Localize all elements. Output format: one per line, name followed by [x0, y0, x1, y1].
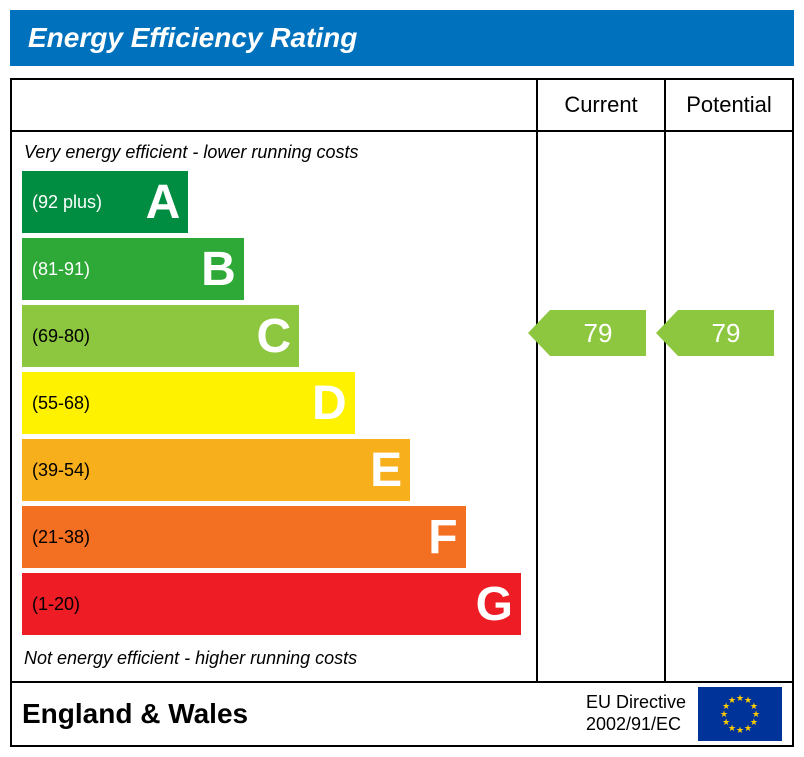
- band-d: (55-68) D: [22, 372, 355, 434]
- header-potential: Potential: [664, 80, 792, 130]
- eu-star-icon: ★: [736, 693, 744, 704]
- bars-area: Very energy efficient - lower running co…: [12, 132, 536, 681]
- footer-row: England & Wales EU Directive 2002/91/EC …: [12, 681, 792, 745]
- band-range: (55-68): [22, 393, 90, 414]
- bottom-caption: Not energy efficient - higher running co…: [22, 640, 526, 671]
- top-caption: Very energy efficient - lower running co…: [22, 140, 526, 171]
- eu-flag-icon: ★★★★★★★★★★★★: [698, 687, 782, 741]
- band-range: (69-80): [22, 326, 90, 347]
- current-marker: 79: [550, 310, 646, 356]
- title-bar: Energy Efficiency Rating: [10, 10, 794, 66]
- main-box: Current Potential Very energy efficient …: [10, 78, 794, 747]
- eu-star-icon: ★: [744, 723, 752, 734]
- band-range: (21-38): [22, 527, 90, 548]
- band-range: (1-20): [22, 594, 80, 615]
- band-letter: F: [428, 510, 457, 565]
- footer-region: England & Wales: [22, 698, 586, 730]
- band-range: (81-91): [22, 259, 90, 280]
- eu-star-icon: ★: [736, 725, 744, 736]
- eu-star-icon: ★: [728, 695, 736, 706]
- marker-arrow-icon: [528, 310, 550, 356]
- content-row: Very energy efficient - lower running co…: [12, 132, 792, 681]
- band-letter: C: [257, 309, 292, 364]
- band-range: (92 plus): [22, 192, 102, 213]
- band-letter: A: [146, 175, 181, 230]
- current-column: 79: [536, 132, 664, 681]
- band-c: (69-80) C: [22, 305, 299, 367]
- header-blank: [12, 80, 536, 130]
- band-range: (39-54): [22, 460, 90, 481]
- band-a: (92 plus) A: [22, 171, 188, 233]
- band-e: (39-54) E: [22, 439, 410, 501]
- header-row: Current Potential: [12, 80, 792, 132]
- potential-marker: 79: [678, 310, 774, 356]
- band-b: (81-91) B: [22, 238, 244, 300]
- marker-arrow-icon: [656, 310, 678, 356]
- band-f: (21-38) F: [22, 506, 466, 568]
- bars-holder: (92 plus) A (81-91) B (69-80) C (55-68) D (39-54…: [22, 171, 526, 635]
- band-letter: D: [312, 376, 347, 431]
- band-letter: E: [370, 443, 402, 498]
- header-current: Current: [536, 80, 664, 130]
- band-letter: G: [476, 577, 513, 632]
- directive-line2: 2002/91/EC: [586, 714, 686, 736]
- epc-chart: Energy Efficiency Rating Current Potenti…: [10, 10, 794, 747]
- directive-line1: EU Directive: [586, 692, 686, 714]
- eu-stars: ★★★★★★★★★★★★: [720, 694, 760, 734]
- band-letter: B: [201, 242, 236, 297]
- band-g: (1-20) G: [22, 573, 521, 635]
- footer-directive: EU Directive 2002/91/EC: [586, 692, 686, 735]
- title-text: Energy Efficiency Rating: [28, 22, 357, 53]
- potential-column: 79: [664, 132, 792, 681]
